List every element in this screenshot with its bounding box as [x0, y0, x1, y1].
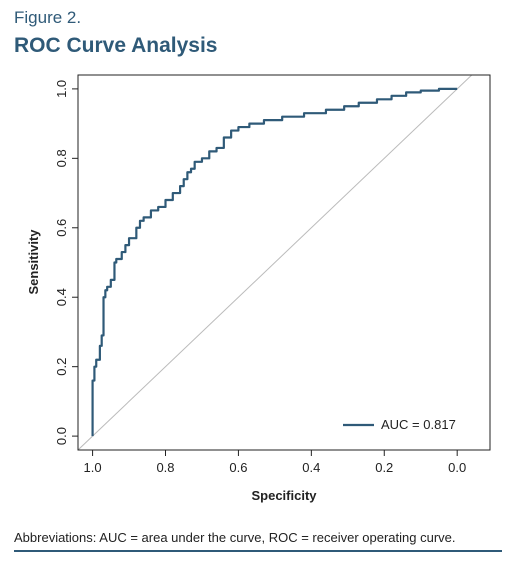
legend: AUC = 0.817 [343, 417, 456, 432]
legend-label: AUC = 0.817 [381, 417, 456, 432]
x-axis: 1.0 0.8 0.6 0.4 0.2 0.0 [84, 449, 466, 475]
y-tick-label: 0.2 [54, 358, 69, 376]
x-tick-label: 0.6 [229, 460, 247, 475]
figure-title: ROC Curve Analysis [14, 34, 218, 57]
x-tick-label: 0.4 [302, 460, 320, 475]
x-tick-label: 1.0 [84, 460, 102, 475]
x-axis-title: Specificity [251, 488, 317, 503]
roc-curve-line [91, 87, 458, 437]
y-tick-label: 0.4 [54, 288, 69, 306]
figure-label: Figure 2. [14, 8, 82, 27]
roc-chart: 1.0 0.8 0.6 0.4 0.2 0.0 0.0 0.2 0.4 0.6 0.8 1.0 Sp… [26, 74, 491, 503]
y-tick-label: 1.0 [54, 80, 69, 98]
y-axis-title: Sensitivity [26, 229, 41, 295]
reference-diagonal [78, 75, 473, 450]
y-tick-label: 0.6 [54, 219, 69, 237]
x-tick-label: 0.8 [156, 460, 174, 475]
footnote: Abbreviations: AUC = area under the curv… [14, 530, 456, 545]
x-tick-label: 0.0 [448, 460, 466, 475]
footnote-rule [14, 550, 502, 552]
y-axis: 0.0 0.2 0.4 0.6 0.8 1.0 [54, 80, 78, 445]
x-tick-label: 0.2 [375, 460, 393, 475]
y-tick-label: 0.0 [54, 427, 69, 445]
y-tick-label: 0.8 [54, 149, 69, 167]
plot-frame [77, 74, 491, 451]
